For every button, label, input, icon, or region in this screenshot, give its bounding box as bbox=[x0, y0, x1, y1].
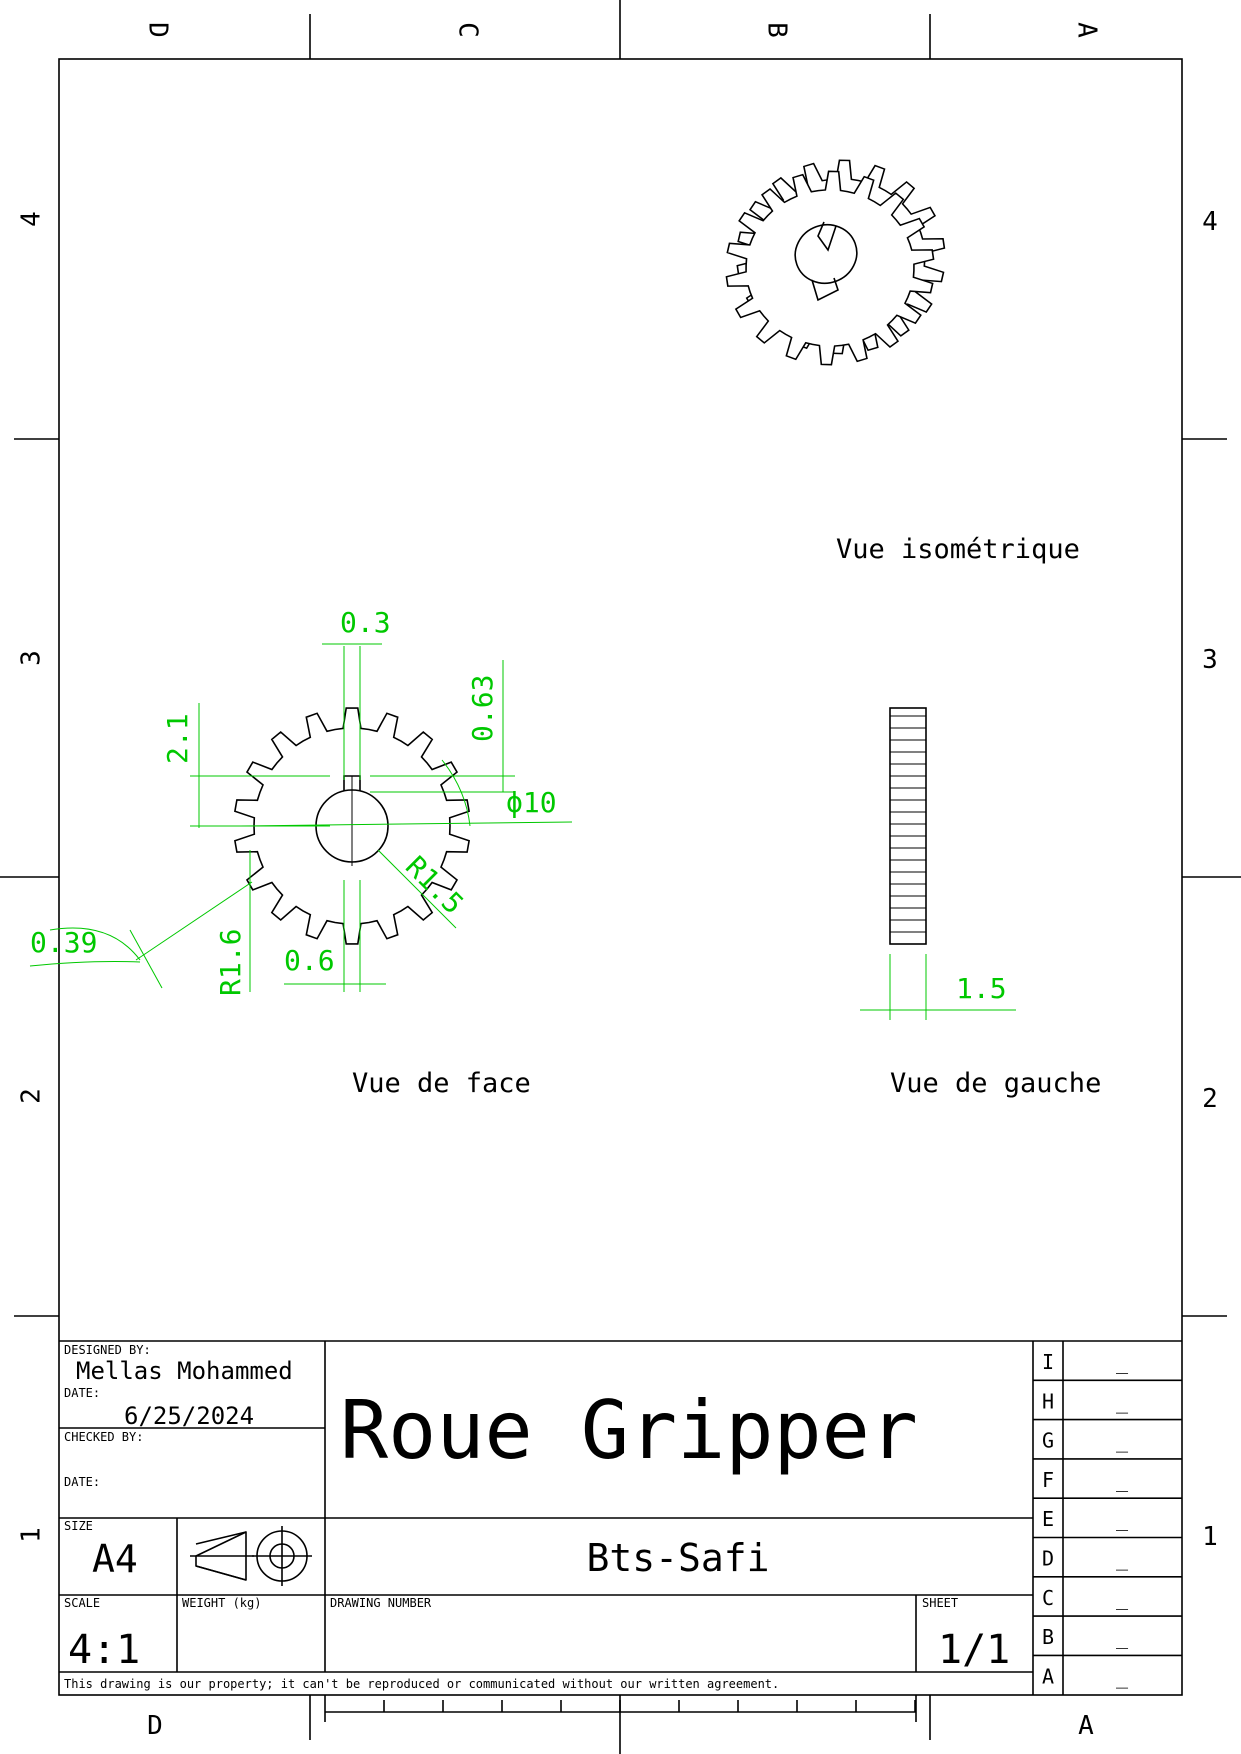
dim-0-6: 0.6 bbox=[284, 944, 335, 977]
dim-phi-10: ϕ10 bbox=[506, 786, 557, 819]
zone-row-right-2: 3 bbox=[1202, 645, 1218, 675]
sheet-label: SHEET bbox=[922, 1596, 958, 1610]
zone-row-right-1: 4 bbox=[1202, 207, 1218, 237]
revision-letter: B bbox=[1042, 1625, 1054, 1649]
revision-value: _ bbox=[1116, 1625, 1129, 1649]
iso-view-label: Vue isométrique bbox=[836, 534, 1080, 565]
zone-row-left-2: 3 bbox=[17, 650, 47, 666]
dim-2-1: 2.1 bbox=[161, 713, 194, 764]
left-view-gear bbox=[889, 707, 927, 945]
revision-value: _ bbox=[1116, 1468, 1129, 1492]
weight-label: WEIGHT (kg) bbox=[182, 1596, 261, 1610]
dim-r-1-6: R1.6 bbox=[214, 929, 247, 996]
revision-letter: E bbox=[1042, 1507, 1054, 1531]
left-dimensions: 1.5 bbox=[860, 954, 1016, 1020]
checked-date-label: DATE: bbox=[64, 1475, 100, 1489]
revision-letter: F bbox=[1042, 1468, 1054, 1492]
date-value: 6/25/2024 bbox=[124, 1402, 254, 1430]
disclaimer: This drawing is our property; it can't b… bbox=[64, 1677, 779, 1691]
size-label: SIZE bbox=[64, 1519, 93, 1533]
checked-by-label: CHECKED BY: bbox=[64, 1430, 143, 1444]
dim-r-1-5: R1.5 bbox=[399, 850, 470, 921]
zone-col-bottom-2: A bbox=[1078, 1711, 1094, 1741]
drawing-title: Roue Gripper bbox=[340, 1384, 918, 1477]
revision-letter: C bbox=[1042, 1586, 1054, 1610]
dim-0-63: 0.63 bbox=[466, 675, 499, 742]
drawing-number-label: DRAWING NUMBER bbox=[330, 1596, 432, 1610]
dim-0-39: 0.39 bbox=[30, 926, 97, 959]
revision-letter: A bbox=[1042, 1664, 1054, 1688]
zone-row-right-4: 1 bbox=[1202, 1522, 1218, 1552]
sheet-value: 1/1 bbox=[938, 1627, 1010, 1673]
zone-col-top-4: A bbox=[1072, 22, 1102, 38]
revision-value: _ bbox=[1116, 1350, 1129, 1374]
isometric-gear bbox=[725, 159, 946, 366]
revision-value: _ bbox=[1116, 1389, 1129, 1413]
revision-letter: G bbox=[1042, 1429, 1054, 1453]
dim-1-5: 1.5 bbox=[956, 972, 1007, 1005]
zone-col-top-3: B bbox=[762, 22, 792, 38]
designed-by-label: DESIGNED BY: bbox=[64, 1343, 151, 1357]
zone-row-left-3: 2 bbox=[17, 1088, 47, 1104]
zone-row-left-4: 1 bbox=[17, 1527, 47, 1543]
title-block bbox=[59, 1340, 1182, 1695]
revision-letter: H bbox=[1042, 1389, 1054, 1413]
dim-0-3: 0.3 bbox=[340, 606, 391, 639]
size-value: A4 bbox=[92, 1537, 138, 1581]
front-view-label: Vue de face bbox=[352, 1068, 531, 1099]
projection-symbol-icon bbox=[190, 1526, 312, 1586]
zone-row-left-1: 4 bbox=[17, 211, 47, 227]
designed-by-value: Mellas Mohammed bbox=[76, 1357, 293, 1385]
zone-col-bottom-1: D bbox=[147, 1711, 163, 1741]
date-label: DATE: bbox=[64, 1386, 100, 1400]
revision-letter: I bbox=[1042, 1350, 1054, 1374]
revision-value: _ bbox=[1116, 1586, 1129, 1610]
zone-row-right-3: 2 bbox=[1202, 1084, 1218, 1114]
company-name: Bts-Safi bbox=[586, 1536, 769, 1580]
left-view-label: Vue de gauche bbox=[890, 1068, 1101, 1099]
front-dimensions: 0.3 0.63 2.1 ϕ10 R1.5 R1.6 0.6 0.39 bbox=[29, 606, 573, 996]
bottom-scale-ruler bbox=[324, 1695, 917, 1722]
zone-col-top-2: C bbox=[453, 22, 483, 38]
scale-value: 4:1 bbox=[68, 1627, 140, 1673]
revision-value: _ bbox=[1116, 1547, 1129, 1571]
zone-col-top-1: D bbox=[143, 22, 173, 38]
revision-value: _ bbox=[1116, 1664, 1129, 1688]
scale-label: SCALE bbox=[64, 1596, 100, 1610]
revision-value: _ bbox=[1116, 1507, 1129, 1531]
revision-letter: D bbox=[1042, 1547, 1054, 1571]
revision-value: _ bbox=[1116, 1429, 1129, 1453]
